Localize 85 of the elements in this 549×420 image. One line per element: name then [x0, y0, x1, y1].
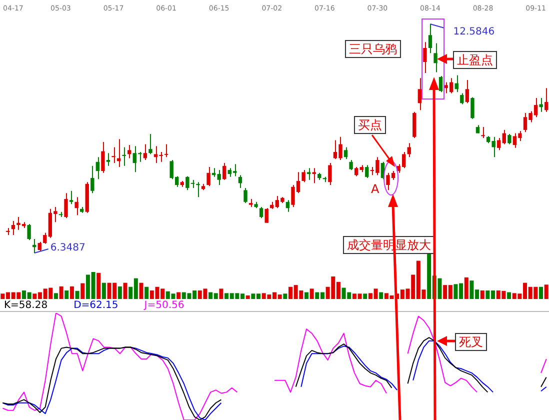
candlestick [43, 232, 47, 244]
bar [246, 295, 250, 299]
candlestick [90, 165, 94, 194]
bar [544, 284, 548, 299]
candlestick [434, 42, 438, 73]
candlestick [502, 129, 506, 145]
bar [59, 286, 64, 299]
bar [80, 283, 85, 299]
candlestick [302, 169, 306, 183]
candlestick [143, 144, 148, 161]
candlestick [128, 144, 132, 159]
annotation: A [371, 182, 380, 196]
bar [96, 272, 101, 299]
candlestick [264, 208, 268, 224]
candlestick [196, 182, 200, 198]
candlestick [465, 79, 470, 104]
bar [219, 288, 224, 299]
bar [139, 282, 144, 299]
candlestick [539, 97, 543, 112]
candlestick [286, 200, 290, 212]
candlestick [106, 152, 110, 166]
candlestick [64, 192, 68, 219]
candlestick [27, 223, 31, 241]
candlestick [116, 138, 121, 168]
candlestick [423, 42, 427, 74]
bar [480, 290, 484, 299]
annotation: 止盈点 [453, 51, 497, 69]
candlestick [344, 146, 348, 160]
bar [310, 288, 314, 299]
bar [176, 292, 181, 299]
candlestick [497, 138, 501, 151]
candlestick [206, 166, 210, 187]
candlestick [11, 220, 16, 236]
bar [464, 277, 468, 299]
candlestick [354, 166, 358, 177]
bar [75, 290, 80, 299]
candlestick [418, 78, 422, 111]
candlestick [164, 144, 168, 158]
bar [539, 286, 544, 299]
bar [123, 282, 128, 299]
candlestick [148, 133, 152, 155]
candlestick [222, 162, 226, 180]
bar [283, 294, 288, 299]
candlestick [244, 187, 248, 204]
candlestick [438, 75, 443, 93]
candlestick [306, 168, 311, 180]
bar [54, 293, 58, 299]
candlestick [349, 160, 353, 170]
bar [144, 286, 149, 299]
candlestick [259, 206, 264, 219]
bar [304, 292, 308, 299]
candlestick [544, 88, 548, 112]
annotation: 三只乌鸦 [345, 40, 401, 58]
candlestick [460, 92, 464, 105]
candlestick [481, 126, 485, 139]
candlestick [122, 146, 126, 166]
candlestick [428, 24, 432, 54]
candlestick [412, 111, 416, 139]
candlestick [74, 196, 78, 216]
bar [118, 286, 122, 299]
bar [379, 292, 384, 299]
candlestick [470, 96, 474, 120]
annotation: 买点 [354, 116, 386, 134]
candlestick [312, 168, 316, 184]
candlestick [96, 156, 100, 180]
candlestick [101, 142, 105, 174]
candlestick [407, 142, 411, 158]
bar [64, 290, 69, 299]
candlestick [328, 162, 332, 186]
bar [70, 286, 74, 299]
text: D=62.15 [74, 300, 118, 311]
candlestick [365, 164, 369, 179]
text: K=58.28 [4, 300, 48, 311]
candlestick [38, 241, 42, 252]
text: J=50.56 [144, 300, 184, 311]
bar [507, 292, 512, 299]
bar [363, 294, 368, 299]
candlestick [69, 190, 74, 205]
candlestick [238, 174, 242, 188]
annotation: 6.3487 [50, 242, 86, 254]
annotation: 死叉 [455, 333, 487, 351]
candlestick [508, 133, 512, 145]
annotation: 12.5846 [453, 26, 495, 38]
candlestick [112, 146, 116, 164]
bar [102, 282, 106, 299]
